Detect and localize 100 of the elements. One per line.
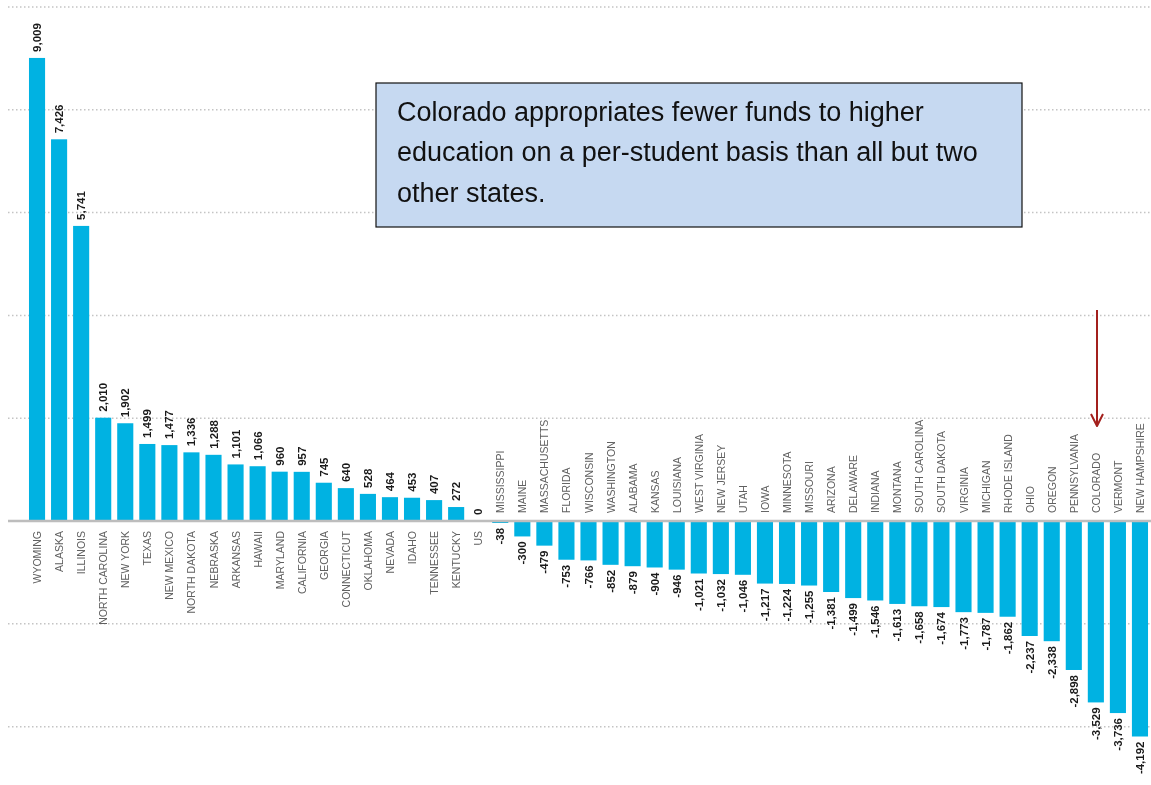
x-tick-label: DELAWARE xyxy=(847,454,860,514)
data-label: -766 xyxy=(582,565,595,589)
x-tick-label: ALASKA xyxy=(53,531,66,572)
data-label: 272 xyxy=(450,481,463,502)
data-label: -1,773 xyxy=(957,617,970,650)
x-tick-label: MAINE xyxy=(516,479,529,514)
x-tick-label: PENNSYLVANIA xyxy=(1067,434,1080,514)
data-label: 5,741 xyxy=(75,190,88,220)
data-label: -852 xyxy=(604,569,617,593)
x-tick-label: INDIANA xyxy=(869,470,882,514)
x-tick-label: FLORIDA xyxy=(560,467,573,514)
data-label: -1,674 xyxy=(935,611,948,645)
x-tick-label: OKLAHOMA xyxy=(361,531,374,591)
data-label: 960 xyxy=(273,446,286,466)
x-tick-label: VERMONT xyxy=(1111,459,1124,514)
x-tick-label: KENTUCKY xyxy=(450,531,463,589)
x-tick-label: NEW YORK xyxy=(119,531,132,589)
x-tick-label: OREGON xyxy=(1045,466,1058,514)
x-tick-label: SOUTH DAKOTA xyxy=(935,430,948,514)
data-label: -753 xyxy=(560,564,573,588)
x-tick-label: TENNESSEE xyxy=(428,531,441,595)
data-label: -38 xyxy=(494,527,507,545)
data-label: 0 xyxy=(472,508,485,516)
data-label: 453 xyxy=(406,472,419,492)
data-label: 407 xyxy=(428,474,441,495)
data-label: -904 xyxy=(648,571,661,596)
data-label: 464 xyxy=(383,471,396,492)
data-label: -2,237 xyxy=(1023,641,1036,674)
data-label: 1,477 xyxy=(163,410,176,440)
x-tick-label: MONTANA xyxy=(891,461,904,514)
data-label: -2,338 xyxy=(1045,645,1058,679)
data-label: -879 xyxy=(626,571,639,595)
x-tick-label: MISSOURI xyxy=(803,461,816,514)
x-tick-label: GEORGIA xyxy=(317,531,330,581)
x-tick-label: ARKANSAS xyxy=(229,531,242,589)
x-tick-label: MARYLAND xyxy=(273,530,286,590)
data-label: -1,613 xyxy=(891,608,904,642)
data-label: -1,862 xyxy=(1001,621,1014,655)
data-label: -1,658 xyxy=(913,610,926,644)
x-tick-label: SOUTH CAROLINA xyxy=(913,419,926,514)
data-label: -3,529 xyxy=(1089,707,1102,741)
x-tick-label: NEVADA xyxy=(383,531,396,574)
x-tick-label: US xyxy=(472,531,485,546)
data-label: 1,902 xyxy=(119,388,132,418)
data-label: -1,546 xyxy=(869,605,882,639)
x-tick-label: TEXAS xyxy=(141,531,154,566)
data-label: -1,381 xyxy=(825,596,838,630)
x-tick-label: WEST VIRGINIA xyxy=(692,433,705,514)
data-label: 7,426 xyxy=(53,104,66,134)
x-tick-label: LOUISIANA xyxy=(670,456,683,514)
x-tick-label: WISCONSIN xyxy=(582,452,595,514)
data-label: -300 xyxy=(516,541,529,565)
data-label: -946 xyxy=(670,574,683,598)
x-tick-label: ARIZONA xyxy=(825,466,838,514)
data-label: -1,499 xyxy=(847,603,860,636)
x-tick-label: ILLINOIS xyxy=(75,531,88,575)
x-tick-label: NEW HAMPSHIRE xyxy=(1133,423,1146,514)
x-tick-label: NEW JERSEY xyxy=(714,444,727,514)
x-tick-label: RHODE ISLAND xyxy=(1001,433,1014,514)
data-label: 2,010 xyxy=(97,382,110,412)
data-label: 1,288 xyxy=(207,419,220,449)
x-tick-label: WASHINGTON xyxy=(604,441,617,514)
data-label: 1,066 xyxy=(251,431,264,461)
data-label: -1,217 xyxy=(758,588,771,622)
data-label: 528 xyxy=(361,468,374,488)
x-tick-label: UTAH xyxy=(736,485,749,514)
data-label: -3,736 xyxy=(1111,718,1124,751)
data-label: -1,224 xyxy=(781,588,794,622)
x-tick-label: CONNECTICUT xyxy=(339,530,352,608)
data-label: 957 xyxy=(295,446,308,466)
x-tick-label: ALABAMA xyxy=(626,463,639,514)
data-label: -4,192 xyxy=(1133,741,1146,775)
x-tick-label: WYOMING xyxy=(31,531,44,584)
x-tick-label: MICHIGAN xyxy=(979,460,992,514)
annotation: Colorado appropriates fewer funds to higher education on a per-student basis than all but two other states. xyxy=(397,96,978,208)
x-tick-label: NORTH DAKOTA xyxy=(185,531,198,614)
x-tick-label: MASSACHUSETTS xyxy=(538,419,551,514)
data-label: 1,499 xyxy=(141,409,154,438)
x-tick-label: IOWA xyxy=(758,485,771,514)
data-label: -479 xyxy=(538,550,551,574)
data-label: 9,009 xyxy=(31,23,44,52)
x-tick-label: CALIFORNIA xyxy=(295,531,308,595)
data-label: 640 xyxy=(339,462,352,483)
x-tick-label: COLORADO xyxy=(1089,452,1102,514)
x-tick-label: NORTH CAROLINA xyxy=(97,531,110,625)
x-tick-label: MINNESOTA xyxy=(781,451,794,514)
data-label: -2,898 xyxy=(1067,674,1080,708)
data-label: 745 xyxy=(317,456,330,477)
x-tick-label: NEBRASKA xyxy=(207,531,220,589)
data-label: 1,101 xyxy=(229,429,242,459)
x-tick-label: HAWAII xyxy=(251,531,264,568)
x-tick-label: OHIO xyxy=(1023,486,1036,514)
x-tick-label: KANSAS xyxy=(648,470,661,514)
data-label: -1,021 xyxy=(692,577,705,612)
x-tick-label: VIRGINIA xyxy=(957,466,970,514)
x-tick-label: NEW MEXICO xyxy=(163,531,176,600)
data-label: -1,255 xyxy=(803,589,816,624)
x-tick-label: IDAHO xyxy=(406,531,419,565)
data-label: 1,336 xyxy=(185,417,198,447)
x-tick-label: MISSISSIPPI xyxy=(494,450,507,514)
